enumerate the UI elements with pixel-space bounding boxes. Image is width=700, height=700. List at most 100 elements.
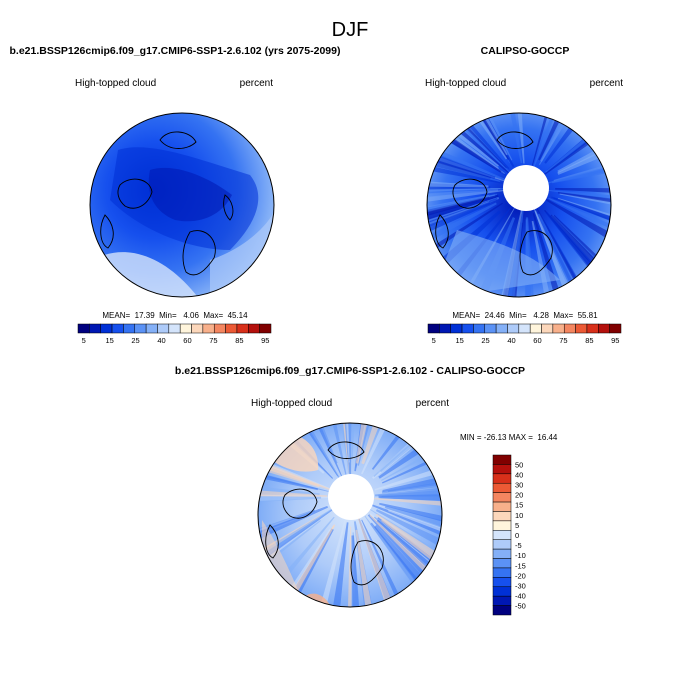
panel-obs-colorbar-box xyxy=(586,323,599,334)
panel-obs-colorbar-tick-label: 25 xyxy=(481,336,489,345)
panel-obs-colorbar-box xyxy=(518,323,531,334)
panel-diff-colorbar-box xyxy=(492,454,512,465)
panel-obs-colorbar-box xyxy=(439,323,451,334)
panel-model-colorbar-box xyxy=(248,323,260,334)
panel-diff-colorbar-tick-label: 5 xyxy=(515,521,519,530)
panel-diff-colorbar-tick-label: -5 xyxy=(515,541,522,550)
panel-diff-unit: percent xyxy=(416,398,450,409)
panel-diff-colorbar-tick-label: -30 xyxy=(515,581,526,590)
panel-obs-stats: MEAN= 24.46 Min= 4.28 Max= 55.81 xyxy=(452,311,598,320)
panel-diff-colorbar-tick-label: 30 xyxy=(515,481,523,490)
panel-model-colorbar-box xyxy=(89,323,101,334)
panel-obs-colorbar-tick-label: 85 xyxy=(585,336,593,345)
panel-diff-stats: MIN = -26.13 MAX = 16.44 xyxy=(460,433,558,442)
panel-diff-colorbar-tick-label: 50 xyxy=(515,460,523,469)
panel-diff-boundary xyxy=(257,422,443,608)
panel-obs: CALIPSO-GOCCP High-topped cloud percent … xyxy=(425,45,624,345)
panel-model-colorbar-tick-label: 5 xyxy=(82,336,86,345)
panel-obs-colorbar-box xyxy=(609,323,622,334)
panel-model-variable: High-topped cloud xyxy=(75,78,156,89)
panel-diff-colorbar-box xyxy=(492,595,512,606)
panel-diff: b.e21.BSSP126cmip6.f09_g17.CMIP6-SSP1-2.… xyxy=(175,365,558,616)
panel-diff-colorbar-box xyxy=(492,530,512,540)
panel-diff-colorbar-box xyxy=(492,539,512,550)
panel-model-title: b.e21.BSSP126cmip6.f09_g17.CMIP6-SSP1-2.… xyxy=(10,45,341,57)
panel-diff-colorbar-box xyxy=(492,511,512,522)
panel-diff-colorbar-tick-label: -50 xyxy=(515,602,526,611)
panel-model-colorbar-tick-label: 95 xyxy=(261,336,269,345)
panel-model-colorbar: 5 15 25 40 60 75 85 95 xyxy=(77,323,272,345)
panel-model-colorbar-box xyxy=(191,323,204,334)
panel-model-colorbar-tick-label: 85 xyxy=(235,336,243,345)
panel-obs-colorbar-box xyxy=(484,323,497,334)
panel-diff-colorbar-tick-label: -20 xyxy=(515,571,526,580)
panel-diff-colorbar-box xyxy=(492,492,512,503)
panel-obs-boundary xyxy=(426,112,612,298)
panel-obs-colorbar-tick-label: 5 xyxy=(432,336,436,345)
panel-diff-colorbar-box xyxy=(492,605,512,616)
panel-diff-colorbar-box xyxy=(492,586,512,597)
panel-obs-colorbar-tick-label: 40 xyxy=(507,336,515,345)
panel-obs-colorbar-box xyxy=(529,323,542,334)
panel-obs-colorbar-box xyxy=(598,323,610,334)
panel-model-colorbar-box xyxy=(225,323,238,334)
panel-model-colorbar-box xyxy=(145,323,158,334)
panel-obs-colorbar-box xyxy=(575,323,588,334)
panel-model-colorbar-box xyxy=(236,323,249,334)
panel-diff-colorbar-box xyxy=(492,567,512,578)
panel-obs-colorbar-box xyxy=(541,323,554,334)
panel-model-colorbar-box xyxy=(77,323,90,334)
panel-model-colorbar-tick-label: 40 xyxy=(157,336,165,345)
panel-diff-colorbar-tick-label: 40 xyxy=(515,470,523,479)
panel-diff-colorbar-box xyxy=(492,558,512,569)
panel-model-colorbar-tick-label: 25 xyxy=(131,336,139,345)
figure-title: DJF xyxy=(332,19,369,41)
panel-model-boundary xyxy=(89,112,275,298)
panel-obs-colorbar-tick-label: 95 xyxy=(611,336,619,345)
panel-diff-colorbar-box xyxy=(492,520,512,531)
panel-model-colorbar-tick-label: 15 xyxy=(105,336,113,345)
panel-diff-colorbar-box xyxy=(492,482,512,493)
panel-model-colorbar-box xyxy=(123,323,136,334)
panel-obs-colorbar-tick-label: 75 xyxy=(559,336,567,345)
panel-obs-variable: High-topped cloud xyxy=(425,78,506,89)
panel-model-colorbar-box xyxy=(259,323,272,334)
panel-diff-colorbar-box xyxy=(492,501,512,512)
panel-obs-colorbar-tick-label: 15 xyxy=(455,336,463,345)
panel-obs-colorbar-box xyxy=(495,323,508,334)
panel-model-map xyxy=(90,113,274,297)
panel-model-colorbar-box xyxy=(111,323,124,334)
panel-model-colorbar-tick-label: 60 xyxy=(183,336,191,345)
panel-obs-map xyxy=(427,113,611,297)
panel-diff-colorbar-box xyxy=(492,473,512,484)
panel-obs-no-data-hole xyxy=(503,165,549,211)
panel-obs-colorbar-box xyxy=(427,323,440,334)
panel-model-colorbar-box xyxy=(168,323,181,334)
panel-obs-unit: percent xyxy=(590,78,624,89)
panel-obs-colorbar: 5 15 25 40 60 75 85 95 xyxy=(427,323,622,345)
panel-diff-colorbar-tick-label: -15 xyxy=(515,561,526,570)
panel-obs-colorbar-box xyxy=(450,323,463,334)
panel-model-colorbar-box xyxy=(202,323,215,334)
panel-diff-colorbar-box xyxy=(492,548,512,559)
panel-diff-colorbar-box xyxy=(492,464,512,475)
panel-diff-colorbar-tick-label: -10 xyxy=(515,551,526,560)
panel-model-colorbar-box xyxy=(134,323,147,334)
panel-obs-title: CALIPSO-GOCCP xyxy=(481,45,570,57)
panel-obs-colorbar-box xyxy=(507,323,520,334)
panel-obs-colorbar-box xyxy=(473,323,486,334)
panel-model-colorbar-tick-label: 75 xyxy=(209,336,217,345)
panel-diff-no-data-hole xyxy=(328,474,374,520)
panel-obs-colorbar-box xyxy=(563,323,576,334)
panel-diff-colorbar-tick-label: -40 xyxy=(515,592,526,601)
panel-diff-title: b.e21.BSSP126cmip6.f09_g17.CMIP6-SSP1-2.… xyxy=(175,365,525,377)
panel-diff-colorbar-box xyxy=(492,577,512,588)
panel-diff-colorbar-tick-label: 20 xyxy=(515,491,523,500)
panel-obs-colorbar-tick-label: 60 xyxy=(533,336,541,345)
panel-model-colorbar-box xyxy=(157,323,170,334)
panel-obs-colorbar-box xyxy=(552,323,565,334)
panel-model: b.e21.BSSP126cmip6.f09_g17.CMIP6-SSP1-2.… xyxy=(10,45,341,345)
panel-model-colorbar-box xyxy=(100,323,113,334)
panel-model-stats: MEAN= 17.39 Min= 4.06 Max= 45.14 xyxy=(102,311,248,320)
